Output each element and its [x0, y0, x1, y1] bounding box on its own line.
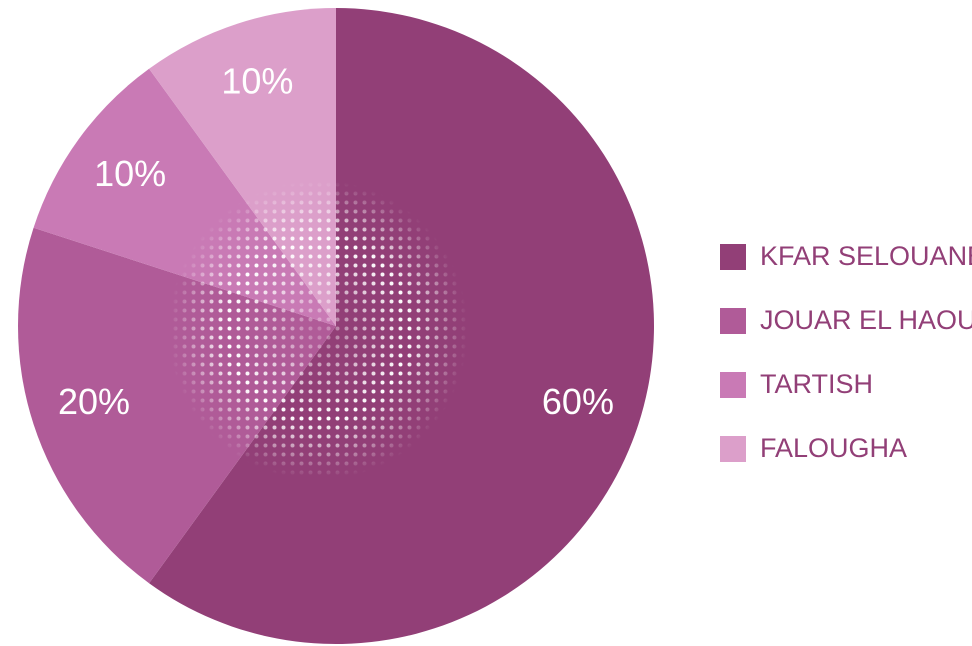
legend-swatch — [720, 244, 746, 270]
data-label: 60% — [542, 381, 614, 422]
legend-swatch — [720, 436, 746, 462]
legend-label: JOUAR EL HAOUZ — [760, 305, 972, 335]
legend-swatch — [720, 372, 746, 398]
legend-label: FALOUGHA — [760, 433, 907, 463]
legend-label: KFAR SELOUANE — [760, 241, 972, 271]
data-label: 10% — [221, 61, 293, 102]
legend-swatch — [720, 308, 746, 334]
data-label: 10% — [94, 153, 166, 194]
halftone-decoration — [168, 180, 468, 480]
data-label: 20% — [58, 381, 130, 422]
legend-label: TARTISH — [760, 369, 873, 399]
